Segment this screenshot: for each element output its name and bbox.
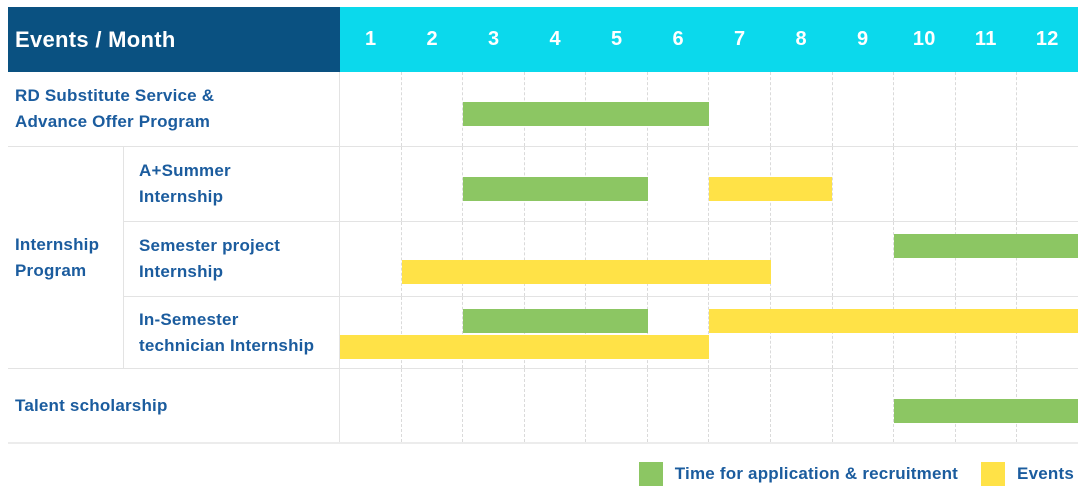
month-grid-cell xyxy=(708,222,770,296)
month-header-label: 10 xyxy=(912,28,936,50)
month-grid-cell xyxy=(400,222,463,296)
month-grid-cell xyxy=(462,369,524,442)
month-grid-cell xyxy=(831,72,894,146)
month-grid-cell xyxy=(340,369,401,442)
recruitment-bar xyxy=(893,234,1078,258)
row-label: Semester project Internship xyxy=(124,222,340,296)
row-talent-scholarship: Talent scholarship xyxy=(8,368,1078,442)
row-in-semester-technician-internship: In-Semester technician Internship xyxy=(124,296,1078,368)
month-grid-cell xyxy=(893,222,955,296)
month-grid-cell xyxy=(770,72,832,146)
legend: Time for application & recruitment Event… xyxy=(638,462,1074,486)
events-month-table: Events / Month 1 2 3 4 5 6 7 8 9 10 11 12 RD Substi… xyxy=(8,7,1078,444)
month-grid-cell xyxy=(1016,147,1078,221)
month-grid-cell xyxy=(708,72,770,146)
legend-label: Events xyxy=(1017,464,1074,483)
month-header-label: 3 xyxy=(488,28,500,50)
month-grid-cell xyxy=(893,147,955,221)
month-grid-cell xyxy=(523,369,586,442)
month-grid-cell xyxy=(954,72,1017,146)
month-header-label: 7 xyxy=(734,28,746,50)
month-grid-cell xyxy=(831,222,894,296)
events-bar xyxy=(709,177,832,201)
row-label: In-Semester technician Internship xyxy=(124,297,340,368)
month-header: 1 2 3 4 5 6 7 8 9 10 11 12 xyxy=(340,7,1078,72)
month-grid-cell xyxy=(400,147,463,221)
events-month-header-cell: Events / Month xyxy=(8,7,340,72)
group-label: Internship Program xyxy=(8,147,124,368)
month-header-label: 6 xyxy=(672,28,684,50)
month-header-label: 4 xyxy=(549,28,561,50)
month-grid-cell xyxy=(400,297,463,368)
month-header-label: 2 xyxy=(426,28,438,50)
row-semester-project-internship: Semester project Internship xyxy=(124,221,1078,296)
legend-item-recruitment: Time for application & recruitment xyxy=(638,462,959,486)
timeline-track xyxy=(340,147,1078,221)
legend-label: Time for application & recruitment xyxy=(674,464,959,483)
month-header-label: 12 xyxy=(1035,28,1059,50)
recruitment-bar xyxy=(893,398,1078,423)
month-grid-cell xyxy=(646,369,709,442)
month-grid-cell xyxy=(831,369,894,442)
month-grid-cell xyxy=(340,147,401,221)
month-grid-cell xyxy=(400,369,463,442)
events-color-swatch xyxy=(981,462,1006,486)
timeline-track xyxy=(340,369,1078,442)
recruitment-bar xyxy=(463,309,648,333)
recruitment-bar xyxy=(463,102,709,126)
header-row: Events / Month 1 2 3 4 5 6 7 8 9 10 11 12 xyxy=(8,7,1078,72)
month-grid-cell xyxy=(462,72,524,146)
month-grid-cell xyxy=(708,369,770,442)
month-grid-cell xyxy=(585,369,647,442)
row-label: RD Substitute Service & Advance Offer Pr… xyxy=(8,72,340,146)
row-label: Talent scholarship xyxy=(8,369,340,442)
month-header-label: 8 xyxy=(795,28,807,50)
month-grid-cell xyxy=(462,297,524,368)
month-grid-cell xyxy=(646,147,709,221)
month-header-label: 9 xyxy=(857,28,869,50)
legend-item-events: Events xyxy=(981,462,1074,486)
month-grid-cell xyxy=(708,297,770,368)
month-grid-cell xyxy=(708,147,770,221)
month-header-label: 1 xyxy=(365,28,377,50)
month-grid-cell xyxy=(770,222,832,296)
timeline-track xyxy=(340,297,1078,368)
month-header-label: 11 xyxy=(974,28,997,50)
month-grid-cell xyxy=(523,222,586,296)
row-rd-substitute-service: RD Substitute Service & Advance Offer Pr… xyxy=(8,72,1078,146)
month-grid-cell xyxy=(1016,72,1078,146)
month-grid-cell xyxy=(462,222,524,296)
month-grid-cell xyxy=(1016,222,1078,296)
timeline-track xyxy=(340,72,1078,146)
month-grid-cell xyxy=(585,222,647,296)
month-grid-cell xyxy=(954,147,1017,221)
row-a-summer-internship: A+Summer Internship xyxy=(124,147,1078,221)
month-grid-cell xyxy=(770,369,832,442)
month-grid-cell xyxy=(340,72,401,146)
month-grid-cell xyxy=(340,222,401,296)
events-bar xyxy=(709,309,1078,333)
month-header-label: 5 xyxy=(611,28,623,50)
events-bar xyxy=(340,335,709,359)
events-bar xyxy=(401,260,771,284)
month-grid-cell xyxy=(893,72,955,146)
group-rows: A+Summer Internship Semester project Int… xyxy=(124,147,1078,368)
month-grid-cell xyxy=(646,222,709,296)
month-grid-cell xyxy=(831,147,894,221)
month-grid-cell xyxy=(462,147,524,221)
timeline-track xyxy=(340,222,1078,296)
month-grid-cell xyxy=(400,72,463,146)
internship-program-group: Internship Program A+Summer Internship S… xyxy=(8,146,1078,368)
row-label: A+Summer Internship xyxy=(124,147,340,221)
recruitment-color-swatch xyxy=(638,462,663,486)
month-grid-cell xyxy=(954,222,1017,296)
recruitment-bar xyxy=(463,177,648,201)
